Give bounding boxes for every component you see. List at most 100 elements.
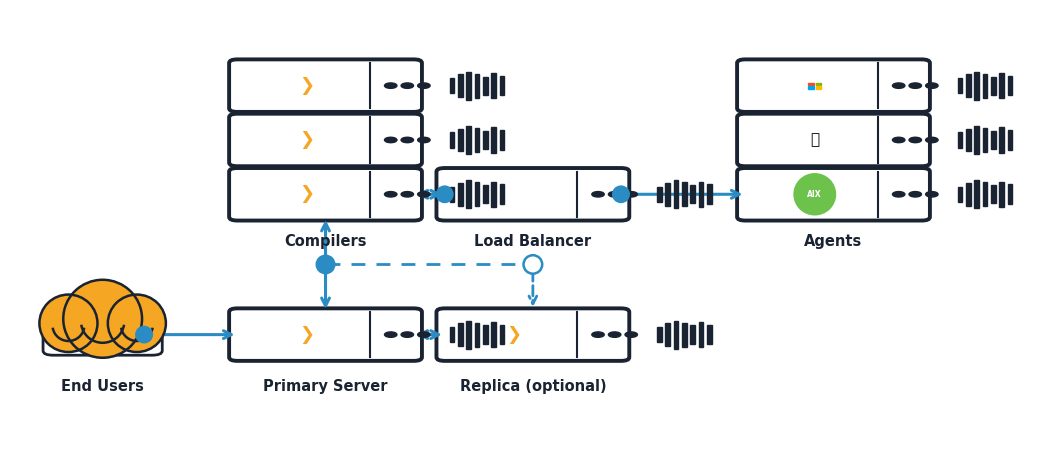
Bar [483,325,488,344]
Bar [699,182,703,207]
Bar [966,74,971,97]
Circle shape [385,137,397,143]
Bar [474,323,480,347]
FancyBboxPatch shape [229,59,422,112]
Text: Compilers: Compilers [284,234,367,249]
Bar [474,128,480,152]
Bar [816,83,821,85]
Circle shape [625,192,637,197]
Bar [666,183,670,206]
Circle shape [401,137,414,143]
Circle shape [385,192,397,197]
Circle shape [401,332,414,337]
Bar [491,127,496,153]
Text: ❯: ❯ [299,325,315,343]
Text: Agents: Agents [805,234,862,249]
Bar [449,187,455,202]
Circle shape [418,192,431,197]
Bar [483,185,488,203]
Text: ❯: ❯ [299,185,315,203]
FancyBboxPatch shape [43,331,162,355]
Bar [706,184,712,204]
Bar [816,86,821,89]
Bar [500,184,505,204]
Bar [991,185,996,203]
Bar [808,86,814,89]
Bar [999,73,1004,98]
Ellipse shape [40,295,97,352]
FancyBboxPatch shape [229,308,422,361]
Circle shape [418,83,431,89]
Circle shape [926,192,938,197]
Text: 🐧: 🐧 [810,132,819,148]
Text: Load Balancer: Load Balancer [474,234,591,249]
Circle shape [401,83,414,89]
Bar [982,74,988,98]
Bar [483,131,488,149]
Bar [982,183,988,206]
Text: Primary Server: Primary Server [263,379,388,394]
FancyBboxPatch shape [229,114,422,166]
Circle shape [926,83,938,89]
Bar [500,130,505,150]
Bar [666,323,670,346]
Circle shape [385,332,397,337]
Bar [674,320,678,349]
Circle shape [418,332,431,337]
Ellipse shape [794,174,836,215]
Bar [466,71,471,100]
Bar [966,129,971,151]
Bar [458,323,463,346]
Ellipse shape [64,280,142,358]
Bar [449,327,455,343]
FancyBboxPatch shape [437,168,629,220]
Bar [991,131,996,149]
Circle shape [625,332,637,337]
Bar [691,185,695,203]
Bar [991,77,996,95]
Circle shape [909,192,922,197]
Circle shape [892,192,905,197]
Bar [500,325,505,344]
FancyBboxPatch shape [737,114,930,166]
Bar [706,325,712,344]
Circle shape [892,137,905,143]
Bar [466,320,471,349]
FancyBboxPatch shape [737,59,930,112]
FancyBboxPatch shape [737,168,930,220]
Ellipse shape [612,186,629,202]
Circle shape [892,83,905,89]
Bar [699,322,703,347]
Ellipse shape [524,255,542,274]
Text: AIX: AIX [808,190,822,199]
Text: ❯: ❯ [299,131,315,149]
Circle shape [591,192,604,197]
Bar [657,327,661,343]
Bar [466,180,471,208]
Bar [491,322,496,347]
Circle shape [591,332,604,337]
Bar [1007,130,1013,150]
Bar [458,183,463,206]
Circle shape [418,137,431,143]
Bar [449,132,455,148]
Ellipse shape [108,295,166,352]
Circle shape [909,83,922,89]
Bar [458,74,463,97]
Ellipse shape [136,326,153,343]
Bar [958,132,962,148]
Text: Replica (optional): Replica (optional) [460,379,606,394]
Circle shape [608,192,621,197]
Bar [999,182,1004,207]
Circle shape [926,137,938,143]
Bar [500,76,505,95]
Bar [974,71,979,100]
Bar [674,180,678,208]
Circle shape [909,137,922,143]
Bar [474,74,480,98]
Text: End Users: End Users [62,379,144,394]
Circle shape [401,192,414,197]
Circle shape [608,332,621,337]
Bar [958,187,962,202]
Bar [958,78,962,94]
